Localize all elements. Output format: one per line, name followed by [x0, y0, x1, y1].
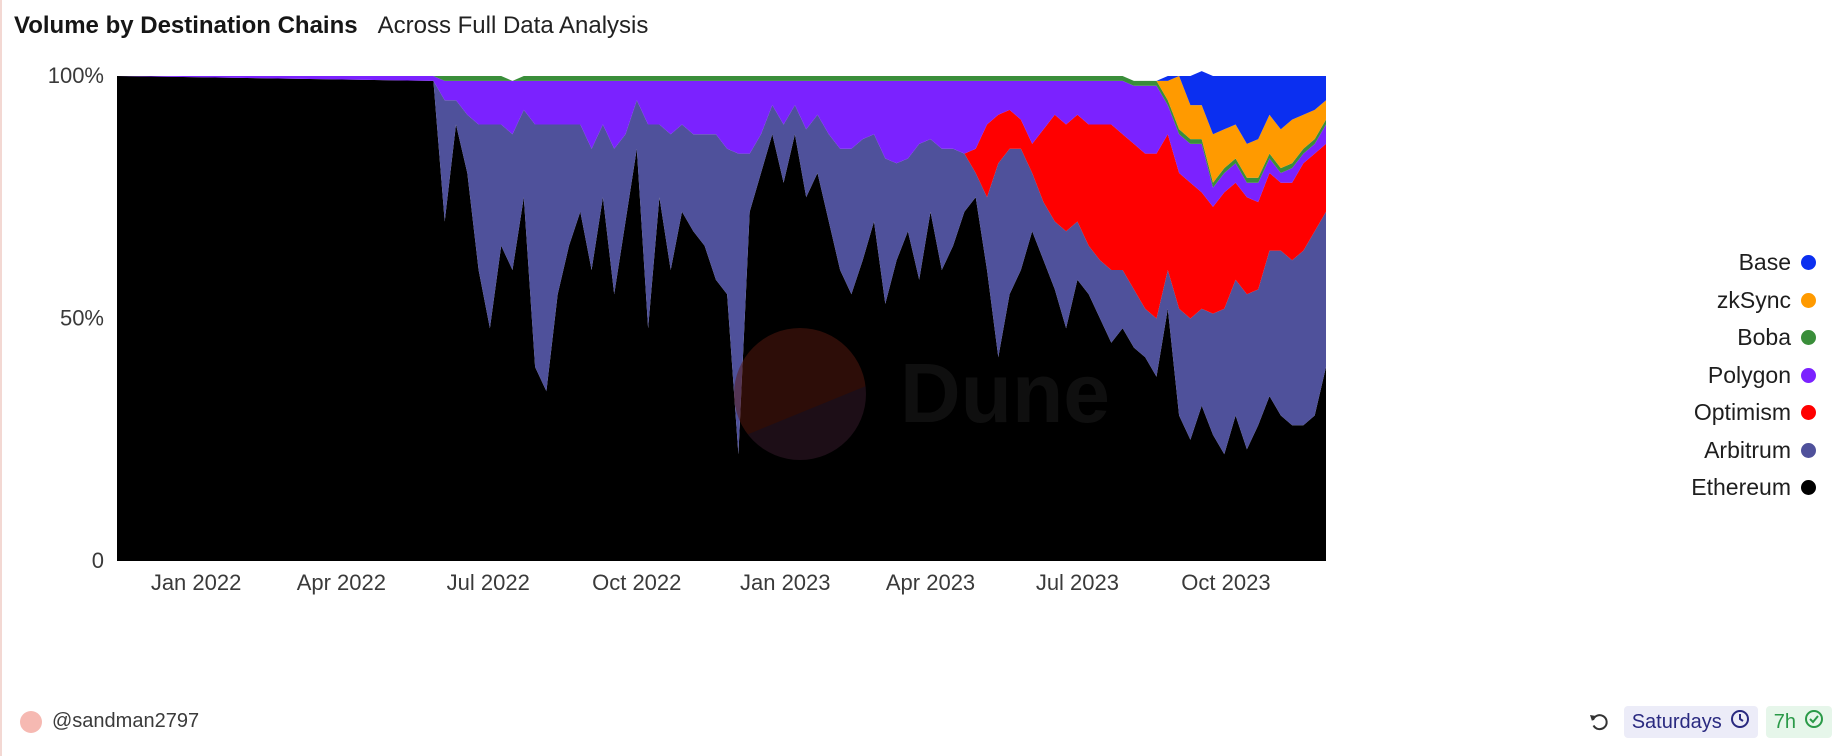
avatar[interactable]	[20, 710, 42, 733]
x-tick-label: Apr 2023	[886, 570, 975, 595]
x-tick-label: Jul 2023	[1036, 570, 1119, 595]
dune-watermark: Dune	[734, 328, 1110, 460]
footer-author: @sandman2797	[20, 710, 199, 733]
legend-label: Base	[1738, 249, 1791, 276]
legend-item-base[interactable]: Base	[1596, 244, 1816, 282]
watermark-logo-top	[734, 328, 866, 440]
y-tick-label: 0	[92, 548, 104, 573]
footer-controls: Saturdays 7h	[1582, 705, 1832, 739]
legend-swatch	[1801, 255, 1816, 271]
legend-label: Ethereum	[1691, 474, 1791, 501]
x-tick-label: Oct 2023	[1181, 570, 1270, 595]
legend-item-zksync[interactable]: zkSync	[1596, 282, 1816, 320]
chart-series-group	[117, 71, 1326, 561]
x-tick-label: Apr 2022	[297, 570, 386, 595]
legend-item-ethereum[interactable]: Ethereum	[1596, 469, 1816, 507]
freshness-label: 7h	[1773, 710, 1796, 733]
x-tick-label: Jan 2023	[740, 570, 831, 595]
series-area-polygon[interactable]	[117, 76, 1326, 207]
y-tick-label: 100%	[48, 63, 104, 88]
chart-subtitle: Across Full Data Analysis	[377, 12, 649, 39]
legend-item-arbitrum[interactable]: Arbitrum	[1596, 432, 1816, 470]
series-area-ethereum[interactable]	[117, 76, 1326, 561]
legend-swatch	[1801, 442, 1816, 458]
legend-swatch	[1801, 367, 1816, 383]
refresh-icon[interactable]	[1582, 705, 1616, 739]
x-tick-label: Jul 2022	[447, 570, 530, 595]
legend-item-polygon[interactable]: Polygon	[1596, 357, 1816, 395]
series-area-arbitrum[interactable]	[117, 76, 1326, 455]
x-axis: Jan 2022 Apr 2022 Jul 2022 Oct 2022 Jan 2023…	[151, 570, 1271, 595]
x-tick-label: Oct 2022	[592, 570, 681, 595]
y-axis: 0 50% 100%	[48, 63, 104, 573]
legend-label: Polygon	[1707, 361, 1791, 388]
y-tick-label: 50%	[60, 306, 104, 331]
series-area-base[interactable]	[117, 71, 1326, 144]
legend-label: Boba	[1737, 324, 1791, 351]
legend-item-boba[interactable]: Boba	[1596, 319, 1816, 357]
legend-swatch	[1801, 292, 1816, 308]
clock-icon	[1730, 709, 1750, 735]
check-circle-icon	[1804, 709, 1824, 735]
schedule-badge[interactable]: Saturdays	[1623, 706, 1758, 738]
series-area-optimism[interactable]	[117, 76, 1326, 319]
legend-item-optimism[interactable]: Optimism	[1596, 394, 1816, 432]
legend-swatch	[1801, 330, 1816, 346]
legend-label: zkSync	[1716, 286, 1791, 313]
legend-label: Optimism	[1693, 399, 1791, 426]
author-link[interactable]: @sandman2797	[52, 710, 200, 732]
watermark-text: Dune	[900, 346, 1110, 440]
x-tick-label: Jan 2022	[151, 570, 242, 595]
chart-title: Volume by Destination Chains	[14, 12, 358, 39]
legend-label: Arbitrum	[1704, 436, 1791, 463]
chart-legend: Base zkSync Boba Polygon Optimism Arbitrum Eth…	[1596, 244, 1816, 507]
left-border	[0, 0, 2, 756]
legend-swatch	[1801, 405, 1816, 421]
freshness-badge[interactable]: 7h	[1765, 706, 1832, 738]
legend-swatch	[1801, 480, 1816, 496]
chart-header: Volume by Destination Chains Across Full…	[14, 12, 648, 40]
schedule-label: Saturdays	[1631, 710, 1722, 733]
